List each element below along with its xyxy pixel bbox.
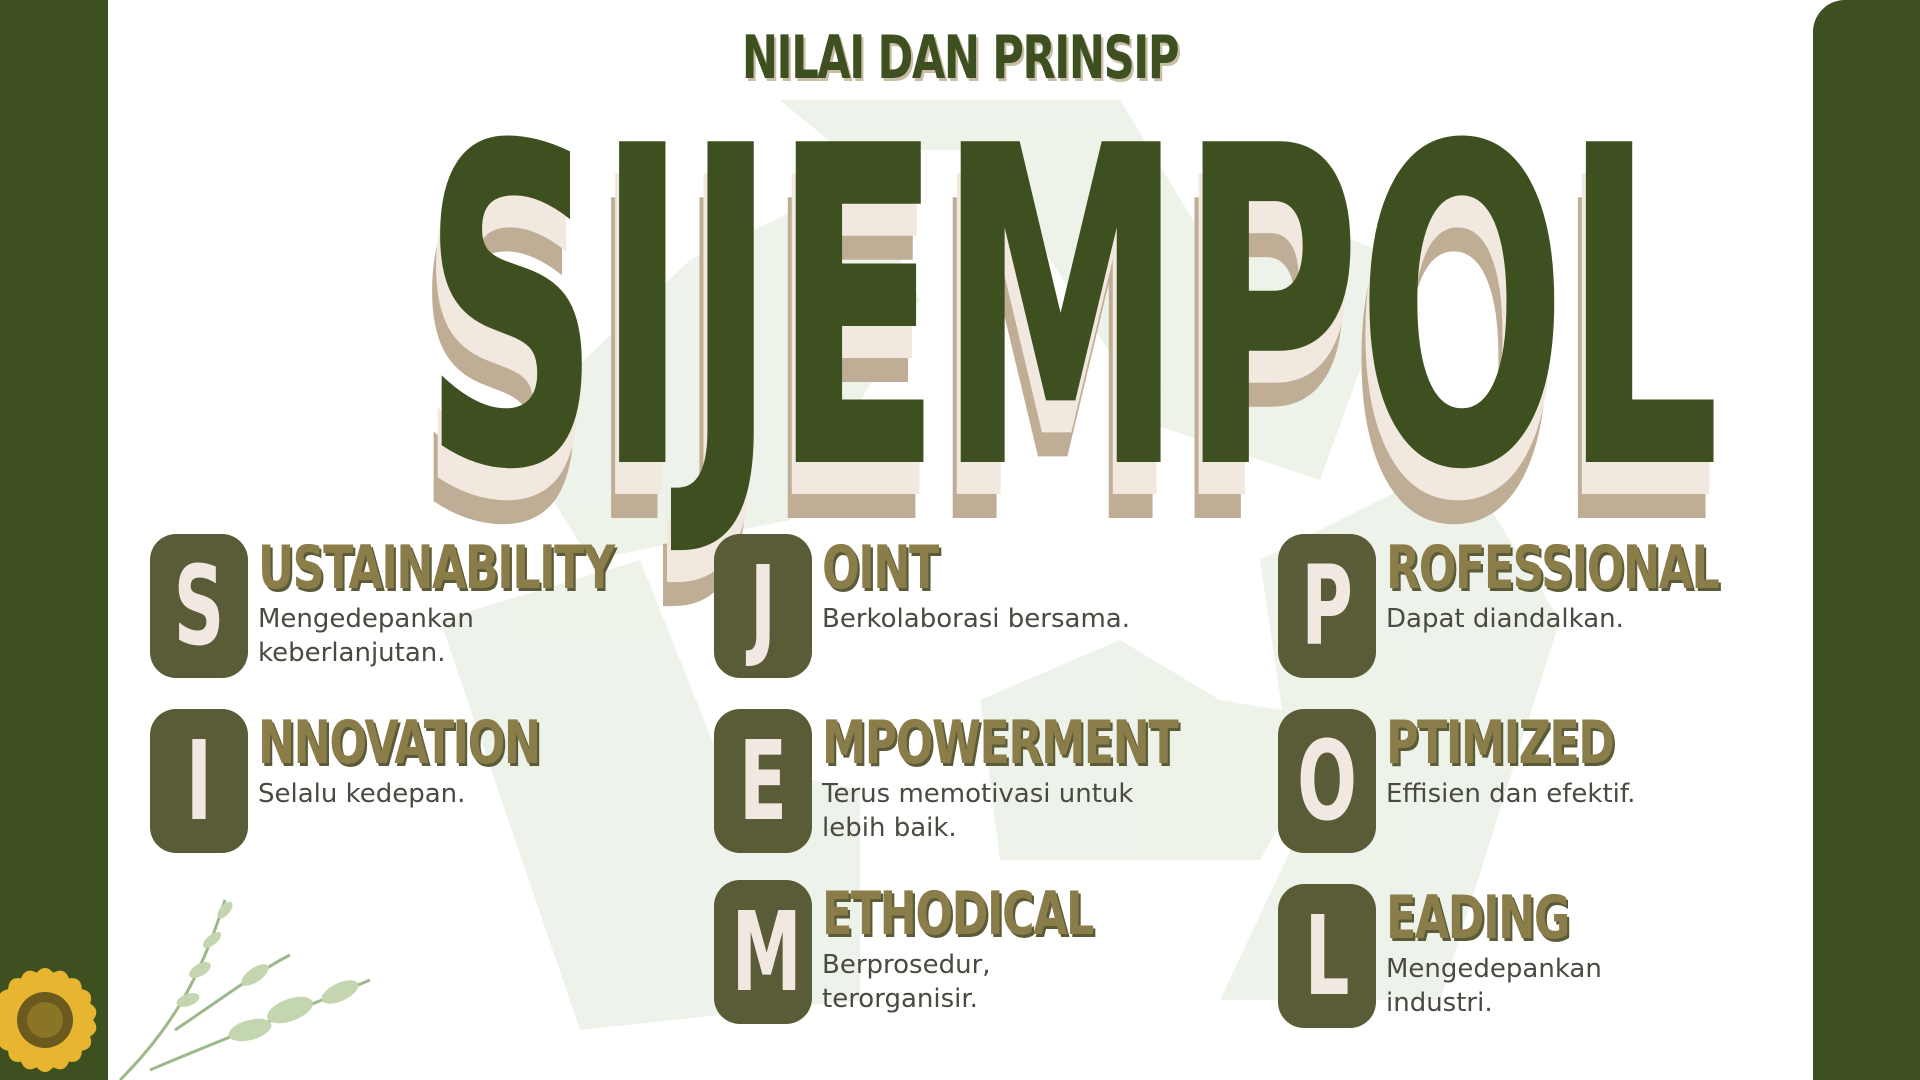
letter-box: J	[714, 534, 812, 678]
letter-box: M	[714, 880, 812, 1024]
letter-box: L	[1278, 884, 1376, 1028]
initial-letter: S	[173, 542, 225, 670]
initial-letter: P	[1301, 542, 1353, 670]
sunflower-decoration	[0, 899, 371, 1080]
letter-box: I	[150, 709, 248, 853]
right-green-bar	[1813, 0, 1920, 1080]
value-word: EADING	[1386, 883, 1570, 953]
letter-box: P	[1278, 534, 1376, 678]
letter-box: S	[150, 534, 248, 678]
value-description: Dapat diandalkan.	[1386, 604, 1624, 634]
value-description: Effisien dan efektif.	[1386, 779, 1636, 809]
letter-box: O	[1278, 709, 1376, 853]
initial-letter: E	[738, 717, 788, 845]
value-word: MPOWERMENT	[822, 708, 1179, 778]
initial-letter: O	[1297, 717, 1357, 845]
initial-letter: I	[185, 717, 213, 845]
initial-letter: J	[749, 542, 777, 670]
initial-letter: L	[1304, 892, 1350, 1020]
letter-box: E	[714, 709, 812, 853]
value-description: Terus memotivasi untuk lebih baik.	[822, 779, 1134, 843]
value-description: Selalu kedepan.	[258, 779, 466, 809]
value-description: Mengedepankan industri.	[1386, 954, 1602, 1018]
initial-letter: M	[731, 888, 802, 1016]
value-description: Berkolaborasi bersama.	[822, 604, 1130, 634]
value-description: Mengedepankan keberlanjutan.	[258, 604, 474, 668]
value-description: Berprosedur, terorganisir.	[822, 950, 991, 1014]
main-title: SIJEMPOL	[422, 54, 1720, 566]
value-word: ETHODICAL	[822, 879, 1094, 949]
left-green-bar	[0, 0, 108, 1080]
value-word: USTAINABILITY	[258, 533, 615, 603]
value-word: OINT	[822, 533, 939, 603]
value-word: ROFESSIONAL	[1386, 533, 1720, 603]
subtitle: NILAI DAN PRINSIP	[741, 23, 1180, 93]
value-word: NNOVATION	[258, 708, 541, 778]
value-word: PTIMIZED	[1386, 708, 1615, 778]
